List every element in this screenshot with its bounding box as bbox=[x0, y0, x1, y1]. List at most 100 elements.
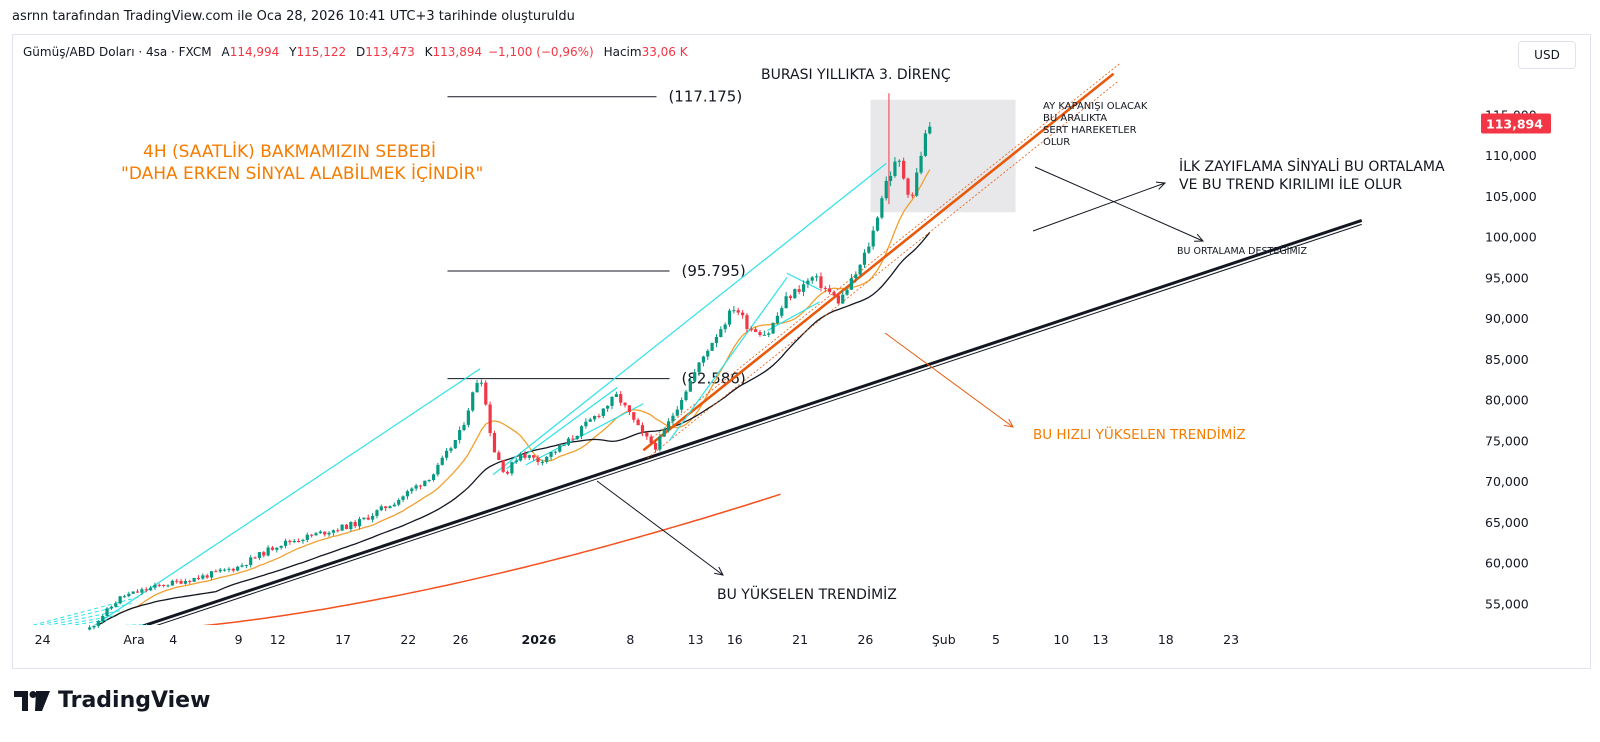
candle-body bbox=[867, 246, 871, 253]
candle-body bbox=[671, 415, 675, 422]
candle-body bbox=[175, 580, 179, 582]
candle-body bbox=[431, 474, 436, 481]
arrow-first-weakness bbox=[1032, 182, 1166, 232]
candle-body bbox=[810, 277, 814, 281]
candle-body bbox=[797, 289, 801, 292]
candle-body bbox=[745, 315, 749, 330]
candle-body bbox=[871, 230, 875, 247]
candle-body bbox=[201, 575, 205, 579]
range-highlight-box bbox=[870, 99, 1016, 213]
candle-body bbox=[675, 409, 679, 416]
candle-body bbox=[349, 521, 353, 530]
tradingview-logo[interactable]: TradingView bbox=[14, 688, 210, 713]
legend-close-label: K bbox=[424, 45, 433, 59]
time-axis-tick: 10 bbox=[1053, 632, 1069, 647]
candle-body bbox=[449, 448, 453, 451]
candle-body bbox=[492, 433, 497, 453]
time-axis-tick: 21 bbox=[792, 632, 808, 647]
arrow-first-weakness-head bbox=[1155, 181, 1167, 190]
candle-body bbox=[545, 456, 549, 462]
candle-body bbox=[875, 217, 880, 231]
price-axis-tick: 75,000 bbox=[1485, 433, 1529, 448]
candle-body bbox=[614, 394, 618, 397]
candle-body bbox=[462, 424, 466, 431]
candle-body bbox=[231, 568, 235, 571]
candle-body bbox=[131, 591, 135, 594]
tradingview-logo-icon bbox=[14, 690, 50, 711]
cyan-fan-line bbox=[31, 596, 140, 625]
candle-body bbox=[501, 459, 505, 472]
candle-body bbox=[523, 454, 527, 458]
price-axis-tick: 60,000 bbox=[1485, 556, 1529, 571]
candle-body bbox=[475, 382, 479, 393]
currency-button[interactable]: USD bbox=[1518, 41, 1576, 69]
candle-body bbox=[336, 530, 340, 532]
time-axis-tick: 13 bbox=[1093, 632, 1109, 647]
candle-body bbox=[436, 464, 440, 475]
candle-body bbox=[384, 506, 388, 509]
annotation-month-close-line3: SERT HAREKETLER bbox=[1043, 125, 1137, 136]
candle-body bbox=[788, 296, 793, 299]
chart-panel[interactable]: (117.175)(95.795)(82.586) 4H (SAATLİK) B… bbox=[12, 34, 1591, 669]
candle-body bbox=[832, 292, 836, 296]
candle-body bbox=[858, 264, 862, 275]
candle-body bbox=[597, 415, 601, 417]
candle-body bbox=[749, 329, 753, 331]
candle-body bbox=[140, 589, 144, 593]
candle-body bbox=[192, 577, 196, 582]
candle-body bbox=[854, 274, 858, 279]
candle-body bbox=[540, 461, 544, 463]
price-axis-tick: 100,000 bbox=[1485, 230, 1537, 245]
candle-body bbox=[471, 392, 475, 411]
candle-body bbox=[453, 440, 457, 449]
candle-body bbox=[375, 510, 379, 516]
arrow-rising-trend bbox=[596, 480, 724, 576]
candle-body bbox=[105, 608, 109, 616]
resistance-level-label: (117.175) bbox=[668, 88, 742, 106]
candle-body bbox=[719, 329, 723, 338]
candle-body bbox=[928, 126, 932, 134]
candle-body bbox=[296, 540, 301, 542]
candle-body bbox=[888, 175, 893, 181]
candle-body bbox=[148, 587, 153, 591]
candle-body bbox=[910, 194, 914, 196]
candle-body bbox=[275, 547, 279, 550]
candle-body bbox=[727, 310, 732, 325]
candle-body bbox=[762, 334, 766, 336]
candle-body bbox=[801, 284, 806, 292]
candle-body bbox=[893, 161, 897, 176]
candle-body bbox=[92, 625, 96, 628]
candle-body bbox=[288, 540, 292, 543]
cyan-pattern-line bbox=[505, 386, 618, 470]
candle-body bbox=[283, 540, 288, 546]
candle-body bbox=[157, 584, 161, 586]
candle-body bbox=[196, 577, 201, 579]
time-axis-tick: 26 bbox=[453, 632, 469, 647]
price-axis-tick: 55,000 bbox=[1485, 596, 1529, 611]
annotation-first-weakness-line1: İLK ZAYIFLAMA SİNYALİ BU ORTALAMA bbox=[1179, 157, 1445, 175]
candle-body bbox=[649, 436, 653, 443]
candle-body bbox=[606, 405, 610, 409]
candle-body bbox=[758, 331, 762, 336]
candle-body bbox=[488, 404, 492, 434]
candle-body bbox=[344, 524, 349, 530]
candle-body bbox=[653, 442, 658, 450]
candle-body bbox=[532, 455, 536, 458]
candle-body bbox=[793, 289, 797, 299]
candle-body bbox=[902, 160, 906, 179]
price-axis-tick: 110,000 bbox=[1485, 148, 1537, 163]
candle-body bbox=[693, 372, 697, 381]
candle-body bbox=[410, 488, 414, 492]
candle-body bbox=[505, 471, 510, 474]
candle-body bbox=[553, 451, 558, 453]
candle-body bbox=[301, 539, 305, 542]
candle-body bbox=[218, 569, 222, 572]
ma-long-line bbox=[202, 493, 781, 625]
candle-body bbox=[767, 333, 771, 335]
candle-body bbox=[558, 445, 562, 452]
price-chart[interactable]: (117.175)(95.795)(82.586) 4H (SAATLİK) B… bbox=[13, 35, 1590, 668]
candle-body bbox=[323, 531, 327, 535]
candle-body bbox=[601, 408, 605, 416]
candle-body bbox=[179, 581, 183, 584]
annotation-month-close-line2: BU ARALIKTA bbox=[1043, 113, 1107, 124]
